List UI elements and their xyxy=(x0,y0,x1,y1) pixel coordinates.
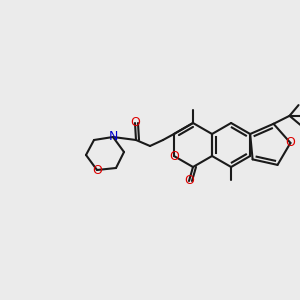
Text: O: O xyxy=(286,136,296,149)
Text: O: O xyxy=(130,116,140,130)
Text: N: N xyxy=(108,130,118,143)
Text: O: O xyxy=(184,175,194,188)
Text: O: O xyxy=(92,164,102,176)
Text: O: O xyxy=(169,149,179,163)
